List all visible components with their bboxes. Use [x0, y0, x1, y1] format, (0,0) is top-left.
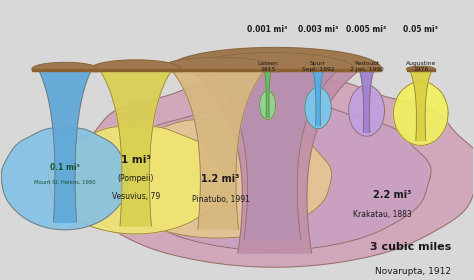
- Polygon shape: [48, 127, 223, 234]
- Text: 0.1 mi³: 0.1 mi³: [50, 163, 80, 172]
- Text: 0.005 mi³: 0.005 mi³: [346, 25, 387, 34]
- Text: Pinatubo, 1991: Pinatubo, 1991: [191, 195, 249, 204]
- Text: 3 cubic miles: 3 cubic miles: [370, 242, 451, 252]
- Text: (Pompeii): (Pompeii): [118, 174, 154, 183]
- Polygon shape: [68, 79, 474, 267]
- Polygon shape: [393, 82, 448, 145]
- Polygon shape: [305, 87, 331, 129]
- Polygon shape: [264, 69, 271, 117]
- Text: 1 mi³: 1 mi³: [121, 155, 151, 165]
- Polygon shape: [409, 69, 432, 141]
- Polygon shape: [32, 62, 98, 69]
- Text: Mount St. Helens, 1980: Mount St. Helens, 1980: [34, 180, 96, 185]
- Polygon shape: [105, 120, 332, 238]
- Polygon shape: [159, 57, 277, 69]
- Text: 0.001 mi³: 0.001 mi³: [247, 25, 288, 34]
- Polygon shape: [312, 69, 324, 126]
- Polygon shape: [260, 91, 276, 120]
- Text: 0.003 mi³: 0.003 mi³: [298, 25, 338, 34]
- Polygon shape: [311, 68, 325, 69]
- Text: Redoubt
2 Jan, 1990: Redoubt 2 Jan, 1990: [350, 61, 383, 72]
- Polygon shape: [189, 69, 361, 253]
- Polygon shape: [206, 69, 338, 240]
- Polygon shape: [1, 128, 129, 230]
- Polygon shape: [99, 69, 173, 226]
- Polygon shape: [359, 69, 374, 132]
- Polygon shape: [407, 66, 435, 69]
- Text: 2.2 mi³: 2.2 mi³: [373, 190, 411, 200]
- Text: Novarupta, 1912: Novarupta, 1912: [375, 267, 451, 276]
- Polygon shape: [357, 67, 376, 69]
- Text: Vesuvius, 79: Vesuvius, 79: [111, 192, 160, 201]
- Polygon shape: [91, 60, 181, 69]
- Text: Lassen
1915: Lassen 1915: [257, 61, 278, 72]
- Polygon shape: [190, 53, 355, 69]
- Text: 1.2 mi³: 1.2 mi³: [201, 174, 240, 185]
- Text: Augustine
1976: Augustine 1976: [406, 61, 436, 72]
- Polygon shape: [349, 85, 384, 136]
- Polygon shape: [168, 48, 381, 69]
- Text: Krakatau, 1883: Krakatau, 1883: [353, 210, 411, 220]
- Text: 0.05 mi³: 0.05 mi³: [403, 25, 438, 34]
- Polygon shape: [114, 104, 431, 251]
- Text: Spurr
Sept. 1992: Spurr Sept. 1992: [302, 61, 334, 72]
- Polygon shape: [171, 69, 265, 229]
- Polygon shape: [38, 69, 92, 222]
- Polygon shape: [264, 68, 272, 69]
